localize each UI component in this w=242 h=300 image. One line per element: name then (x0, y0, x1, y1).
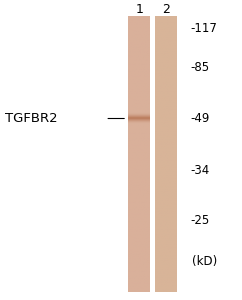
Text: -34: -34 (190, 164, 209, 178)
Text: -25: -25 (190, 214, 209, 227)
Text: (kD): (kD) (192, 254, 218, 268)
Text: -49: -49 (190, 112, 209, 125)
Text: 2: 2 (162, 3, 170, 16)
Text: -117: -117 (190, 22, 217, 35)
Text: -85: -85 (190, 61, 209, 74)
Text: TGFBR2: TGFBR2 (5, 112, 57, 125)
Text: 1: 1 (135, 3, 143, 16)
